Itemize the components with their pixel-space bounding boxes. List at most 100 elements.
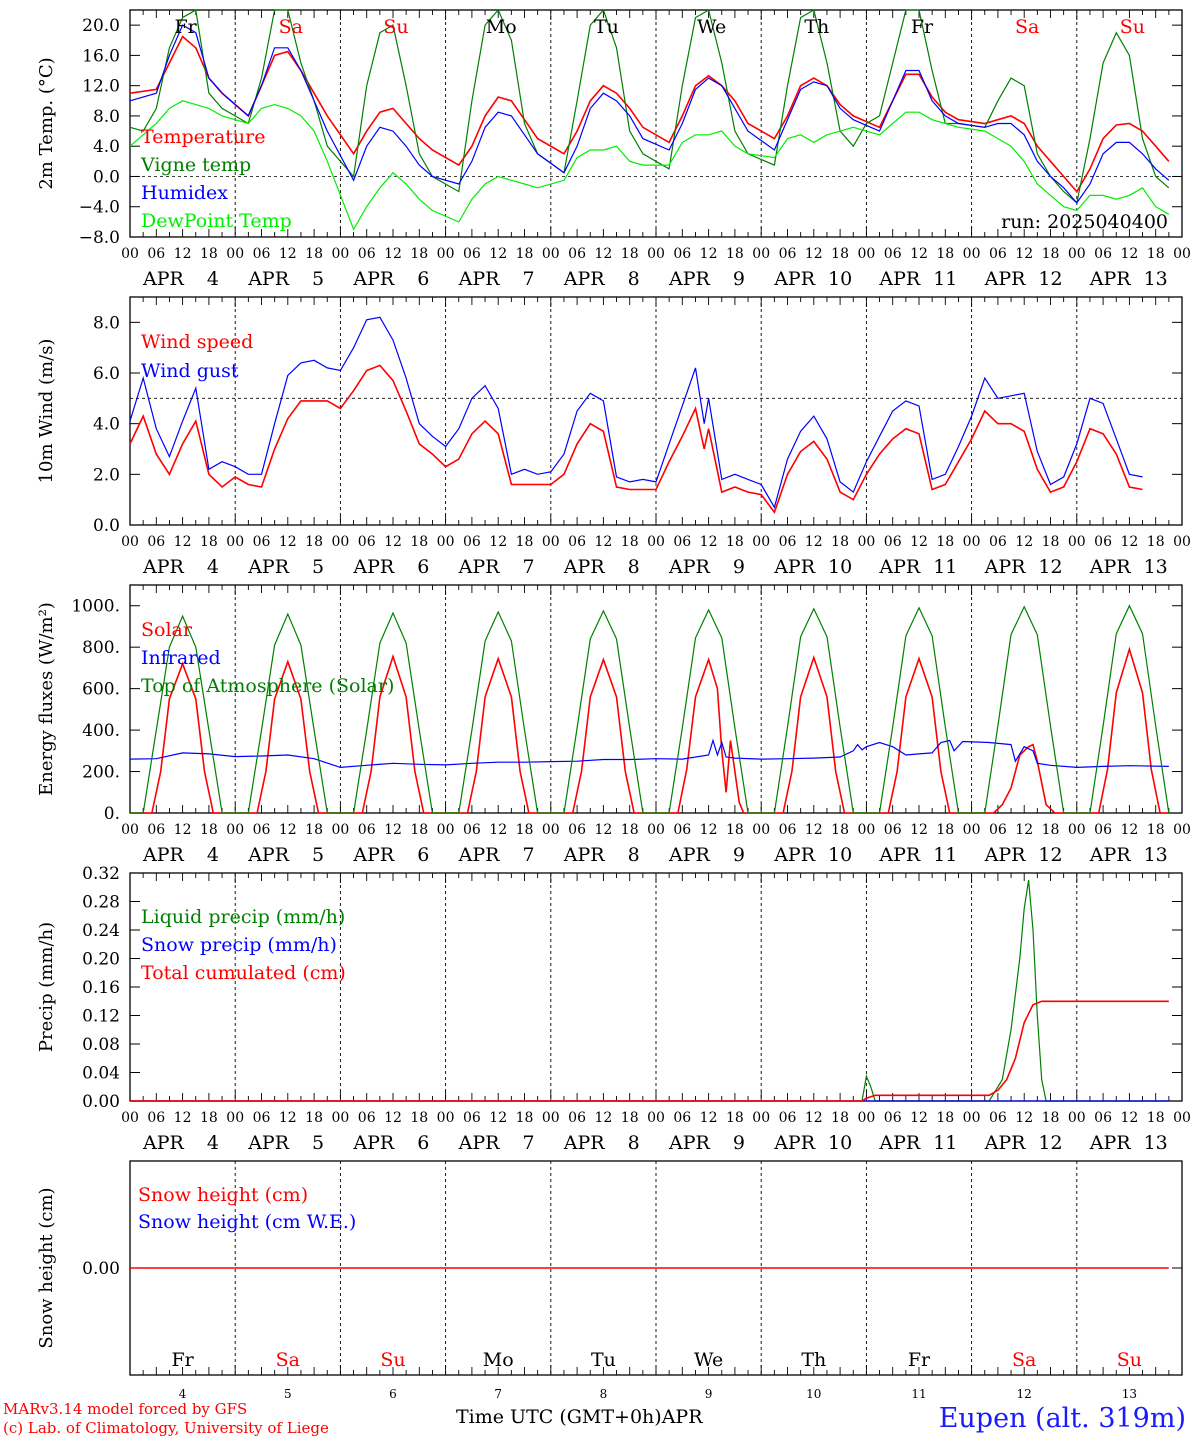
y-tick-label: 0.00 xyxy=(82,1092,120,1112)
hour-label: 18 xyxy=(831,246,849,262)
y-tick-label: 0.28 xyxy=(82,893,120,913)
date-day-label: 13 xyxy=(1144,1132,1168,1154)
hour-label: 06 xyxy=(253,822,271,838)
hour-label: 06 xyxy=(147,246,165,262)
y-tick-label: 200. xyxy=(82,763,120,783)
series-line xyxy=(130,604,1170,814)
series-line xyxy=(129,35,1170,193)
hour-label: 12 xyxy=(1120,534,1138,550)
panel-2 xyxy=(129,296,1183,526)
legend-entry: Snow height (cm) xyxy=(138,1184,308,1206)
hour-label: 00 xyxy=(1068,534,1086,550)
date-day-label: 6 xyxy=(417,844,429,866)
date-number-label: 12 xyxy=(1017,1387,1032,1401)
hour-label: 00 xyxy=(226,1110,244,1126)
hour-label: 06 xyxy=(673,534,691,550)
hour-label: 12 xyxy=(279,1110,297,1126)
date-day-label: 4 xyxy=(207,556,219,578)
y-tick-label: 600. xyxy=(82,680,120,700)
series-line xyxy=(129,8,1170,205)
hour-label: 00 xyxy=(857,1110,875,1126)
hour-label: 12 xyxy=(174,1110,192,1126)
hour-label: 12 xyxy=(700,822,718,838)
y-tick-label: 8.0 xyxy=(93,107,120,127)
date-day-label: 4 xyxy=(207,268,219,290)
date-month-label: APR xyxy=(1089,556,1132,578)
date-month-label: APR xyxy=(878,268,921,290)
hour-label: 18 xyxy=(305,1110,323,1126)
hour-label: 06 xyxy=(673,246,691,262)
date-month-label: APR xyxy=(563,268,606,290)
hour-label: 12 xyxy=(1015,1110,1033,1126)
date-month-label: APR xyxy=(142,556,185,578)
hour-label: 06 xyxy=(989,246,1007,262)
hour-label: 12 xyxy=(384,1110,402,1126)
hour-label: 00 xyxy=(121,1110,139,1126)
hour-label: 06 xyxy=(358,534,376,550)
y-tick-label: 4.0 xyxy=(93,415,120,435)
date-day-label: 8 xyxy=(628,1132,640,1154)
hour-label: 00 xyxy=(752,1110,770,1126)
hour-label: 12 xyxy=(1120,1110,1138,1126)
date-number-label: 11 xyxy=(911,1387,926,1401)
legend-entry: DewPoint Temp xyxy=(141,210,292,232)
date-number-label: 4 xyxy=(179,1387,187,1401)
date-month-label: APR xyxy=(352,1132,395,1154)
date-month-label: APR xyxy=(458,1132,501,1154)
hour-label: 12 xyxy=(805,1110,823,1126)
hour-label: 06 xyxy=(779,246,797,262)
date-month-label: APR xyxy=(458,556,501,578)
date-day-label: 6 xyxy=(417,1132,429,1154)
date-day-label: 9 xyxy=(733,844,745,866)
hour-label: 12 xyxy=(594,246,612,262)
y-tick-label: 0.24 xyxy=(82,921,120,941)
hour-label: 18 xyxy=(410,534,428,550)
date-day-label: 8 xyxy=(628,844,640,866)
date-month-label: APR xyxy=(984,1132,1027,1154)
hour-label: 18 xyxy=(305,534,323,550)
hour-label: 12 xyxy=(489,1110,507,1126)
date-month-label: APR xyxy=(458,844,501,866)
date-number-label: 7 xyxy=(494,1387,502,1401)
hour-label: 00 xyxy=(647,1110,665,1126)
hour-label: 00 xyxy=(963,246,981,262)
date-month-label: APR xyxy=(352,268,395,290)
panel-1 xyxy=(129,8,1183,238)
date-day-label: 8 xyxy=(628,556,640,578)
day-name-label: Sa xyxy=(1012,1349,1036,1371)
date-month-label: APR xyxy=(878,1132,921,1154)
day-name-label: Fr xyxy=(171,1349,194,1371)
series-line xyxy=(129,364,1143,514)
day-name-label: Tu xyxy=(591,1349,616,1371)
hour-label: 00 xyxy=(437,822,455,838)
date-month-label: APR xyxy=(458,268,501,290)
date-day-label: 11 xyxy=(933,844,957,866)
hour-label: 12 xyxy=(805,246,823,262)
hour-label: 18 xyxy=(831,1110,849,1126)
date-number-label: 9 xyxy=(705,1387,713,1401)
hour-label: 06 xyxy=(463,534,481,550)
date-month-label: APR xyxy=(668,556,711,578)
y-axis-label: Snow height (cm) xyxy=(36,1187,57,1348)
hour-label: 18 xyxy=(516,1110,534,1126)
hour-label: 12 xyxy=(910,822,928,838)
date-month-label: APR xyxy=(247,1132,290,1154)
y-tick-label: 0.12 xyxy=(82,1007,120,1027)
date-day-label: 5 xyxy=(312,556,324,578)
hour-label: 06 xyxy=(1094,1110,1112,1126)
series-line xyxy=(129,24,1170,204)
hour-label: 06 xyxy=(147,534,165,550)
date-month-label: APR xyxy=(1089,1132,1132,1154)
hour-label: 18 xyxy=(831,534,849,550)
date-day-label: 10 xyxy=(828,268,852,290)
legend-entry: Top of Atmosphere (Solar) xyxy=(141,675,394,697)
hour-label: 00 xyxy=(226,246,244,262)
hour-label: 12 xyxy=(279,822,297,838)
y-tick-label: 0.00 xyxy=(82,1259,120,1279)
day-name-label: Mo xyxy=(486,16,517,38)
hour-label: 18 xyxy=(1147,246,1165,262)
hour-label: 00 xyxy=(1068,822,1086,838)
hour-label: 06 xyxy=(568,1110,586,1126)
date-day-label: 12 xyxy=(1038,1132,1062,1154)
run-label: run: 2025040400 xyxy=(1001,211,1168,233)
